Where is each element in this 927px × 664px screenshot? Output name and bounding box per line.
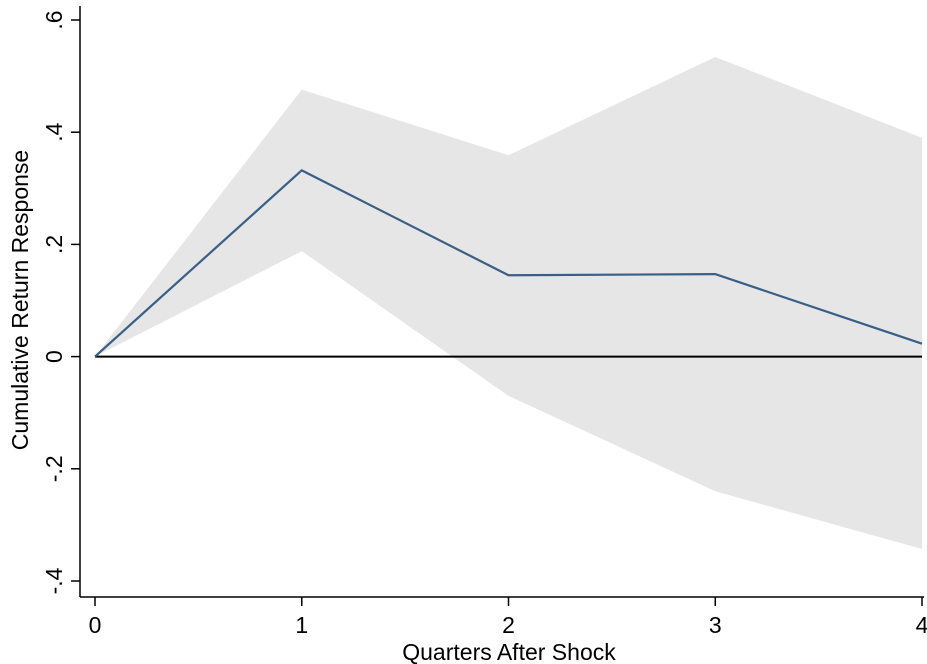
y-tick-label: -.4	[41, 567, 67, 594]
y-axis-label: Cumulative Return Response	[7, 150, 33, 450]
confidence-band	[95, 57, 922, 550]
x-tick-label: 4	[916, 612, 927, 638]
x-tick-label: 3	[709, 612, 722, 638]
x-tick-label: 2	[502, 612, 515, 638]
y-tick-label: .6	[41, 10, 67, 29]
y-tick-label: -.2	[41, 455, 67, 482]
y-tick-label: .4	[41, 122, 67, 141]
x-tick-label: 1	[295, 612, 308, 638]
y-tick-label: .2	[41, 235, 67, 254]
x-tick-label: 0	[89, 612, 102, 638]
y-tick-label: 0	[41, 350, 67, 363]
x-axis-label: Quarters After Shock	[402, 639, 616, 664]
